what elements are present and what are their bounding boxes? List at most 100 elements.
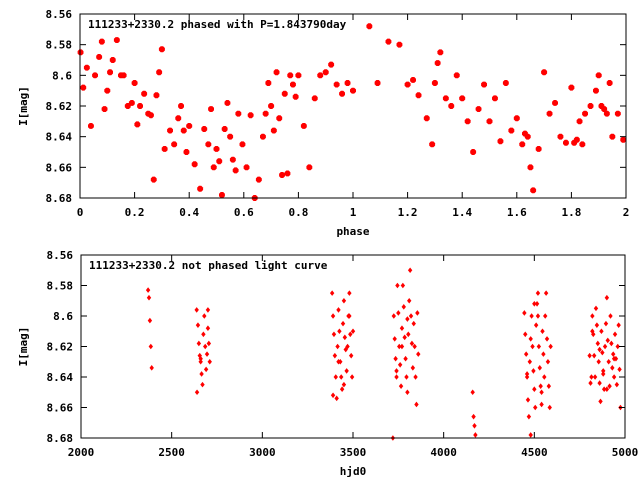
phased-x-tick-label: 1	[350, 206, 357, 219]
unphased-data-point	[205, 325, 211, 331]
phased-data-point	[295, 72, 302, 79]
unphased-data-point	[614, 381, 620, 388]
unphased-data-point	[146, 294, 152, 301]
phased-data-point	[593, 87, 599, 94]
phased-x-tick-label: 0.4	[179, 206, 199, 219]
phased-data-point	[410, 77, 416, 83]
phased-data-point	[322, 69, 329, 76]
unphased-data-point	[342, 334, 348, 341]
phased-data-point	[366, 23, 373, 30]
unphased-data-point	[202, 313, 207, 319]
phased-data-point	[459, 95, 466, 102]
unphased-data-point	[196, 340, 202, 347]
phased-data-point	[524, 133, 531, 140]
phased-data-point	[502, 80, 509, 86]
unphased-data-point	[334, 395, 339, 402]
phased-data-point	[603, 110, 610, 117]
phased-data-point	[232, 167, 239, 174]
unphased-data-point	[534, 301, 540, 307]
unphased-data-point	[607, 383, 612, 389]
phased-data-point	[530, 187, 537, 194]
unphased-data-point	[393, 355, 398, 362]
unphased-data-point	[408, 313, 414, 319]
unphased-data-point	[397, 362, 403, 368]
unphased-data-point	[587, 352, 592, 359]
phased-data-point	[92, 72, 98, 79]
unphased-x-tick-label: 3500	[340, 446, 367, 459]
unphased-light-curve-chart: 111233+2330.2 not phased light curve hjd…	[17, 249, 638, 478]
unphased-data-point	[541, 351, 546, 357]
unphased-data-point	[601, 368, 606, 374]
phased-data-point	[333, 81, 340, 88]
phased-data-point	[587, 103, 594, 109]
unphased-data-point	[332, 352, 338, 359]
unphased-data-point	[611, 374, 617, 380]
phased-data-point	[175, 115, 182, 122]
unphased-data-point	[148, 343, 154, 350]
unphased-data-point	[525, 397, 531, 403]
phased-data-point	[191, 161, 198, 168]
phased-data-point	[83, 64, 90, 71]
phased-data-point	[128, 100, 135, 106]
phased-data-point	[216, 158, 223, 165]
unphased-data-point	[395, 282, 400, 289]
phased-x-tick-label: 0	[77, 206, 84, 219]
phased-y-tick-label: 8.62	[46, 100, 73, 113]
unphased-data-point	[594, 322, 600, 328]
unphased-data-point	[398, 383, 404, 389]
phased-plot-frame	[79, 13, 627, 199]
unphased-data-point	[591, 352, 597, 359]
unphased-data-point	[411, 320, 416, 327]
phased-data-point	[255, 176, 262, 183]
phased-data-point	[339, 90, 345, 97]
unphased-data-point	[536, 343, 542, 350]
unphased-data-point	[344, 368, 349, 374]
phased-data-point	[284, 170, 291, 177]
phased-data-point	[396, 41, 403, 48]
phased-data-point	[614, 110, 621, 117]
unphased-data-point	[588, 380, 593, 386]
phased-data-point	[113, 37, 120, 43]
unphased-data-point	[532, 301, 537, 307]
phased-data-point	[262, 110, 269, 117]
phased-data-point	[437, 49, 444, 56]
unphased-x-tick-label: 3000	[249, 446, 276, 459]
unphased-data-point	[350, 328, 356, 335]
unphased-data-point	[339, 374, 344, 380]
unphased-data-point	[200, 381, 205, 388]
phased-x-tick-label: 0.8	[288, 206, 308, 219]
phased-x-tick-label: 2	[623, 206, 630, 219]
unphased-data-point	[522, 310, 527, 316]
unphased-data-point	[528, 432, 533, 438]
unphased-data-point	[147, 317, 153, 324]
unphased-x-tick-label: 5000	[612, 446, 639, 459]
unphased-y-tick-label: 8.66	[47, 402, 74, 415]
unphased-data-point	[406, 331, 411, 338]
phased-data-point	[96, 54, 103, 60]
unphased-data-point	[543, 290, 549, 296]
phased-data-point	[475, 106, 482, 112]
phased-data-point	[609, 133, 616, 140]
phased-plot-area	[77, 23, 627, 201]
unphased-data-point	[149, 365, 154, 371]
unphased-data-point	[601, 386, 607, 392]
phased-data-point	[205, 141, 212, 148]
phased-data-point	[442, 95, 449, 102]
phased-data-point	[260, 133, 266, 140]
phased-data-point	[606, 80, 613, 86]
unphased-data-point	[405, 316, 410, 322]
unphased-data-point	[606, 358, 611, 365]
phased-data-point	[287, 72, 294, 79]
unphased-data-point	[593, 305, 599, 312]
unphased-data-point	[201, 331, 206, 338]
unphased-data-point	[599, 328, 604, 335]
unphased-data-point	[524, 374, 530, 380]
phased-data-point	[150, 176, 157, 183]
phased-data-point	[134, 121, 141, 128]
phased-data-point	[281, 90, 288, 97]
unphased-data-point	[523, 351, 529, 357]
phased-data-point	[208, 106, 214, 112]
unphased-data-point	[339, 386, 345, 392]
unphased-data-point	[396, 310, 401, 316]
unphased-y-tick-label: 8.62	[47, 341, 74, 354]
